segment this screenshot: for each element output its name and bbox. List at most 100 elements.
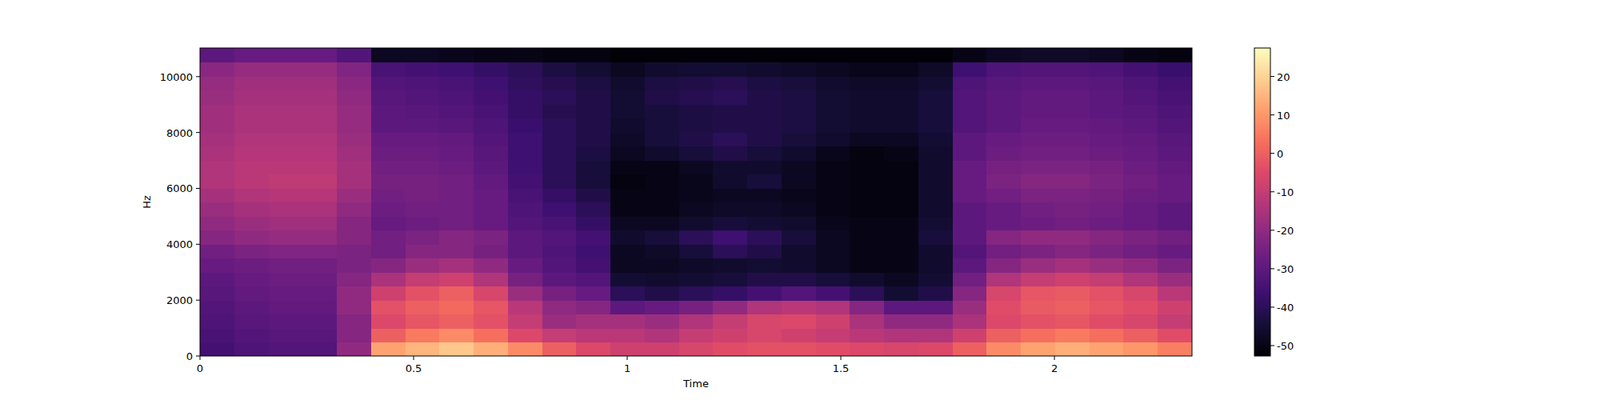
cell (371, 202, 406, 217)
cell (918, 90, 953, 105)
cell (986, 202, 1021, 217)
cell (576, 286, 611, 301)
colorbar-tick (1270, 191, 1275, 192)
cell (200, 286, 235, 301)
cell (268, 342, 304, 357)
cell (712, 104, 748, 119)
cell (610, 202, 645, 217)
cell (816, 286, 851, 301)
cell (952, 146, 988, 161)
cell (952, 90, 988, 105)
cell (747, 300, 782, 315)
cell (610, 146, 645, 161)
cell (405, 188, 440, 203)
cell (952, 48, 988, 63)
cell (473, 202, 508, 217)
cell (610, 272, 645, 287)
cell (302, 48, 337, 63)
cell (849, 146, 884, 161)
cell (1089, 174, 1124, 189)
cell (473, 118, 508, 133)
cell (1123, 286, 1158, 301)
cell (952, 300, 988, 315)
cell (234, 342, 269, 357)
cell (405, 146, 440, 161)
cell (405, 62, 440, 77)
cell (542, 76, 577, 91)
cell (1020, 314, 1056, 329)
cell (268, 314, 304, 329)
cell (918, 104, 953, 119)
cell (747, 342, 782, 357)
cell (1157, 314, 1192, 329)
cell (1089, 286, 1124, 301)
cell (473, 62, 508, 77)
cell (816, 188, 851, 203)
colorbar-tick (1270, 306, 1275, 308)
cell (473, 258, 508, 273)
cell (336, 132, 372, 147)
cell (952, 230, 988, 245)
cell (1020, 272, 1056, 287)
cell (679, 118, 714, 133)
cell (1055, 188, 1090, 203)
cell (542, 202, 577, 217)
cell (1020, 90, 1056, 105)
cell (200, 132, 235, 147)
cell (336, 244, 372, 259)
cell (336, 174, 372, 189)
cell (268, 272, 304, 287)
cell (918, 48, 953, 63)
cell (747, 230, 782, 245)
cell (1089, 146, 1124, 161)
cell (405, 286, 440, 301)
cell (986, 230, 1021, 245)
cell (508, 104, 543, 119)
cell (781, 62, 816, 77)
cell (1089, 118, 1124, 133)
cell (302, 188, 337, 203)
cell (712, 258, 748, 273)
cell (1055, 314, 1090, 329)
cell (439, 202, 474, 217)
cell (986, 118, 1021, 133)
cell (1157, 286, 1192, 301)
cell (371, 76, 406, 91)
cell (336, 104, 372, 119)
cell (371, 286, 406, 301)
cell (712, 174, 748, 189)
cell (610, 216, 645, 231)
cell (644, 90, 680, 105)
cell (1157, 230, 1192, 245)
cell (644, 160, 680, 175)
cell (336, 286, 372, 301)
cell (234, 286, 269, 301)
cell (849, 314, 884, 329)
cell (816, 160, 851, 175)
cell (952, 118, 988, 133)
y-tick-label: 4000 (166, 238, 193, 251)
cell (1157, 342, 1192, 357)
cell (371, 188, 406, 203)
cell (747, 328, 782, 343)
cell (1123, 104, 1158, 119)
cell (268, 160, 304, 175)
cell (679, 314, 714, 329)
cells (200, 48, 1192, 356)
cell (1055, 90, 1090, 105)
cell (1089, 188, 1124, 203)
cell (302, 342, 337, 357)
colorbar-tick (1270, 268, 1275, 269)
cell (473, 272, 508, 287)
cell (1055, 244, 1090, 259)
cell (405, 174, 440, 189)
cell (952, 202, 988, 217)
cell (816, 118, 851, 133)
colorbar-tick-label: -30 (1276, 263, 1294, 276)
cell (371, 258, 406, 273)
cell (439, 90, 474, 105)
cell (679, 76, 714, 91)
cell (234, 300, 269, 315)
cell (747, 118, 782, 133)
cell (712, 342, 748, 357)
